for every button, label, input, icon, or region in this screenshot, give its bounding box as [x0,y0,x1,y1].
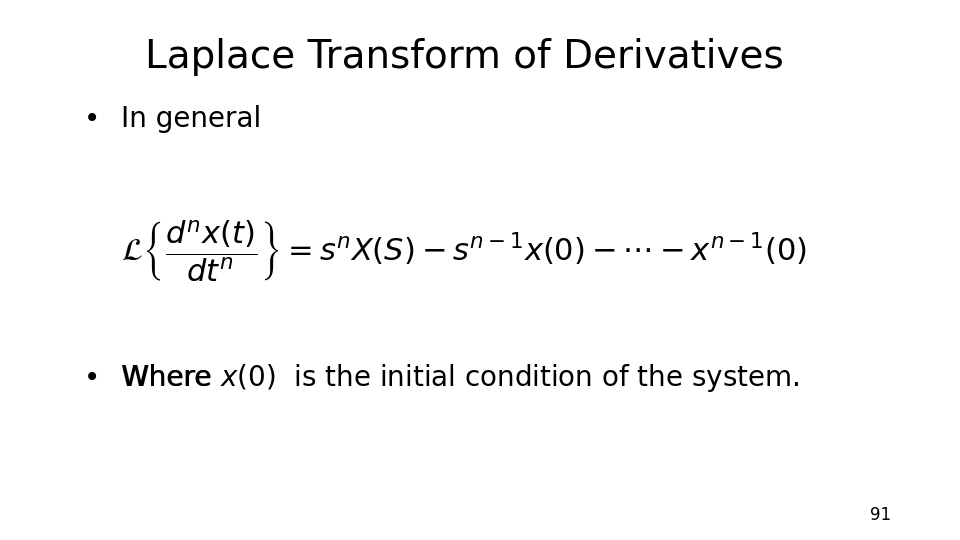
Text: Laplace Transform of Derivatives: Laplace Transform of Derivatives [145,38,783,76]
Text: 91: 91 [871,506,892,524]
Text: •: • [84,364,100,392]
Text: Where $x(0)$  is the initial condition of the system.: Where $x(0)$ is the initial condition of… [121,362,800,394]
Text: In general: In general [121,105,261,133]
Text: Where: Where [121,364,220,392]
Text: $\mathcal{L}\left\{\dfrac{d^n x(t)}{dt^n}\right\} = s^n X(S) - s^{n-1}x(0) - \cd: $\mathcal{L}\left\{\dfrac{d^n x(t)}{dt^n… [122,218,807,284]
Text: •: • [84,105,100,133]
